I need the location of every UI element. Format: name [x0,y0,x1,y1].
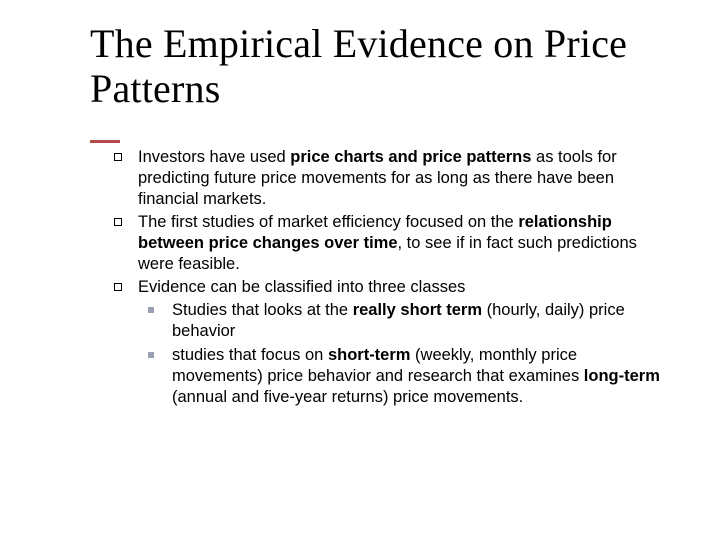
bullet-text: Evidence can be classified into three cl… [138,277,660,298]
bullet-text: The first studies of market efficiency f… [138,212,660,275]
square-bullet-icon [114,153,122,161]
bold-run: long-term [584,367,660,385]
text-run: The first studies of market efficiency f… [138,213,518,231]
sub-bullet-text: studies that focus on short-term (weekly… [172,345,660,408]
bold-run: short-term [328,346,411,364]
sub-bullet-text: Studies that looks at the really short t… [172,300,660,342]
square-bullet-icon [114,218,122,226]
bullet-text: Investors have used price charts and pri… [138,147,660,210]
sub-bullet-item: Studies that looks at the really short t… [148,300,660,342]
bold-run: really short term [353,301,482,319]
square-bullet-icon [114,283,122,291]
text-run: Studies that looks at the [172,301,353,319]
bullet-list: Investors have used price charts and pri… [114,147,660,408]
bullet-item: Investors have used price charts and pri… [114,147,660,210]
bullet-item: Evidence can be classified into three cl… [114,277,660,298]
slide-title: The Empirical Evidence on Price Patterns [90,22,660,112]
accent-line [90,140,120,143]
text-run: Investors have used [138,148,290,166]
sub-bullet-item: studies that focus on short-term (weekly… [148,345,660,408]
bullet-item: The first studies of market efficiency f… [114,212,660,275]
bold-run: price charts and price patterns [290,148,531,166]
slide: The Empirical Evidence on Price Patterns… [0,0,720,430]
square-sub-bullet-icon [148,352,154,358]
text-run: (annual and five-year returns) price mov… [172,388,523,406]
sub-bullet-list: Studies that looks at the really short t… [148,300,660,408]
text-run: studies that focus on [172,346,328,364]
square-sub-bullet-icon [148,307,154,313]
